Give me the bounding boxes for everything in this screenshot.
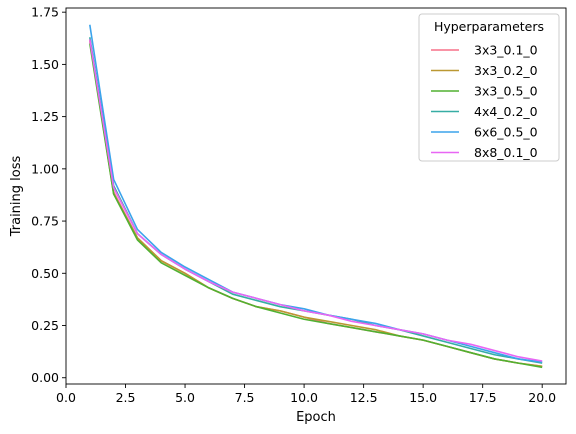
legend-entry-label: 8x8_0.1_0 [474,145,538,160]
x-tick-label: 20.0 [528,390,556,405]
y-tick-label: 1.00 [31,161,59,176]
y-tick-label: 0.75 [31,214,59,229]
x-tick-label: 7.5 [235,390,255,405]
y-tick-label: 1.50 [31,57,59,72]
legend-entry-label: 3x3_0.2_0 [474,63,538,78]
x-tick-label: 0.0 [56,390,76,405]
x-tick-label: 10.0 [290,390,318,405]
y-tick-label: 0.50 [31,266,59,281]
y-tick-label: 0.25 [31,318,59,333]
legend-entry-label: 4x4_0.2_0 [474,104,538,119]
legend: Hyperparameters 3x3_0.1_0 3x3_0.2_0 3x3_0.5… [419,14,559,161]
x-tick-label: 15.0 [409,390,437,405]
x-tick-label: 17.5 [469,390,497,405]
y-tick-label: 1.25 [31,109,59,124]
x-tick-label: 5.0 [175,390,195,405]
legend-entry-label: 6x6_0.5_0 [474,125,538,140]
legend-entry-label: 3x3_0.1_0 [474,43,538,58]
y-tick-label: 0.00 [31,370,59,385]
x-tick-label: 2.5 [116,390,136,405]
y-axis-label: Training loss [9,156,24,238]
x-axis-label: Epoch [296,410,336,425]
y-tick-label: 1.75 [31,5,59,20]
legend-title: Hyperparameters [434,19,544,34]
x-tick-label: 12.5 [350,390,378,405]
legend-entry-label: 3x3_0.5_0 [474,84,538,99]
